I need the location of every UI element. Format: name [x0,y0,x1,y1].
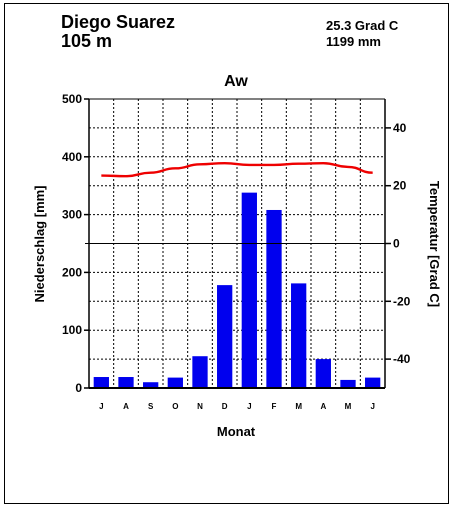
x-axis-label: Monat [217,424,256,439]
y-right-tick-label: 40 [393,121,407,135]
precipitation-bar [315,359,331,388]
chart-axes [84,98,391,389]
y-right-tick-label: 0 [393,237,400,251]
precipitation-bar [365,377,381,388]
y-left-tick-label: 200 [62,265,82,279]
x-tick-label: D [222,402,228,411]
precipitation-bar [340,379,356,388]
x-tick-label: J [370,402,374,411]
precipitation-bar [93,377,109,388]
y-left-tick-label: 400 [62,150,82,164]
precipitation-bar [241,192,257,388]
chart-labels: 0 100 200 300 400 500 -40 -20 0 20 40 J A S O N D J F M A M J [62,92,411,411]
y-right-tick-label: -40 [393,352,411,366]
chart-title: Aw [224,73,248,90]
x-tick-label: M [345,402,352,411]
precipitation-bar [192,356,208,388]
station-name: Diego Suarez [61,12,176,32]
y-left-tick-label: 0 [75,381,82,395]
x-tick-label: F [272,402,277,411]
precipitation-bar [118,377,134,388]
annual-precipitation: 1199 mm [326,34,381,49]
y-left-tick-label: 500 [62,92,82,106]
x-tick-label: J [99,402,103,411]
x-tick-label: A [320,402,326,411]
x-tick-label: A [123,402,129,411]
y-right-tick-label: -20 [393,294,411,308]
y-axis-right-label: Temperatur [Grad C] [427,181,442,307]
x-tick-label: N [197,402,203,411]
x-tick-label: O [172,402,178,411]
y-left-tick-label: 100 [62,323,82,337]
station-elevation: 105 m [61,31,113,51]
precipitation-bar [167,377,183,388]
y-axis-left-label: Niederschlag [mm] [32,185,47,302]
temperature-line [101,161,373,178]
climate-diagram-frame [4,3,449,504]
y-left-tick-label: 300 [62,208,82,222]
precipitation-bar [217,285,233,388]
precipitation-bar [143,382,159,388]
x-tick-label: S [148,402,154,411]
x-tick-label: J [247,402,251,411]
precipitation-bar [291,283,307,388]
precipitation-bar [266,209,282,388]
precipitation-bars [93,192,381,388]
x-tick-label: M [295,402,302,411]
mean-temperature: 25.3 Grad C [326,18,399,33]
y-right-tick-label: 20 [393,179,407,193]
temperature-curve [101,161,373,178]
